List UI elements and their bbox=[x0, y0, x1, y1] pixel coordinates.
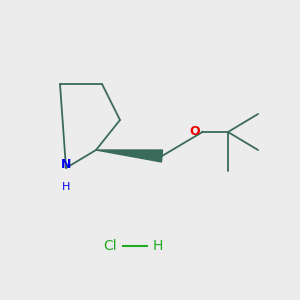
Text: Cl: Cl bbox=[103, 239, 117, 253]
Text: H: H bbox=[62, 182, 70, 193]
Polygon shape bbox=[96, 150, 163, 162]
Text: N: N bbox=[61, 158, 71, 172]
Text: O: O bbox=[190, 125, 200, 139]
Text: H: H bbox=[153, 239, 164, 253]
